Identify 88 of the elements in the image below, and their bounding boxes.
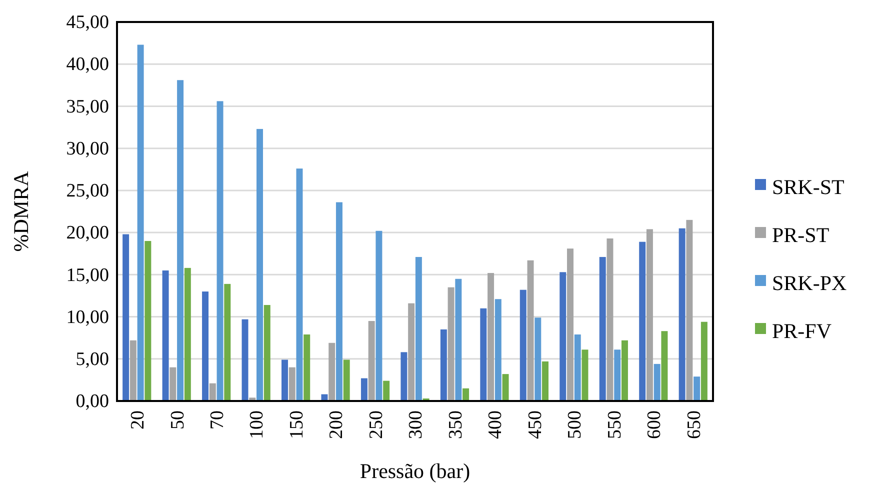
bar — [224, 284, 231, 401]
bar — [694, 376, 700, 401]
y-tick-label: 20,00 — [66, 222, 109, 244]
bar — [360, 378, 368, 401]
bar — [599, 256, 606, 401]
x-tick-label: 350 — [445, 410, 466, 439]
bar — [130, 340, 136, 401]
bar — [678, 228, 686, 401]
bar — [408, 303, 415, 401]
y-tick-label: 15,00 — [66, 264, 109, 286]
bar — [162, 270, 169, 401]
y-tick-label: 40,00 — [66, 54, 109, 76]
y-tick-label: 10,00 — [66, 306, 109, 328]
bar — [686, 220, 693, 401]
bar — [170, 367, 176, 401]
bar — [383, 380, 390, 401]
bar — [368, 320, 375, 401]
bar — [567, 248, 574, 401]
y-tick-label: 45,00 — [66, 12, 109, 34]
x-tick-label: 100 — [246, 410, 268, 439]
bar — [400, 352, 408, 401]
legend-label: SRK-PX — [772, 270, 847, 295]
x-tick-label: 50 — [167, 410, 188, 430]
bar — [639, 242, 646, 401]
bar — [415, 256, 422, 401]
bar — [281, 360, 288, 401]
bar — [209, 383, 216, 401]
bar — [560, 272, 566, 401]
bar — [574, 334, 581, 401]
bar — [480, 308, 487, 401]
x-tick-label: 550 — [604, 410, 626, 439]
bar — [542, 361, 549, 401]
bar — [582, 350, 588, 401]
bar — [494, 299, 502, 401]
bar — [488, 272, 494, 401]
bar — [264, 304, 270, 401]
bar — [520, 290, 526, 401]
bar — [343, 360, 350, 401]
bar — [256, 128, 263, 401]
bar — [448, 287, 454, 401]
legend-label: PR-ST — [772, 222, 830, 247]
bar — [242, 319, 248, 401]
bar — [288, 367, 296, 401]
bar — [202, 292, 209, 401]
bar — [654, 364, 660, 401]
bar — [144, 240, 152, 401]
bar — [606, 238, 614, 401]
bar — [440, 329, 447, 401]
y-tick-label: 0,00 — [76, 391, 109, 412]
bar — [177, 80, 184, 401]
bar — [336, 202, 342, 401]
y-tick-label: 25,00 — [66, 180, 109, 202]
x-tick-label: 150 — [286, 410, 308, 439]
bar — [661, 331, 668, 401]
x-tick-label: 70 — [206, 410, 228, 430]
legend-label: PR-FV — [772, 318, 832, 343]
bar — [646, 229, 653, 401]
x-tick-label: 600 — [644, 410, 666, 439]
x-axis-title: Pressão (bar) — [360, 459, 470, 483]
y-tick-label: 5,00 — [76, 348, 109, 370]
bar — [455, 278, 462, 401]
x-tick-label: 200 — [326, 410, 348, 439]
bar — [614, 350, 621, 401]
bar — [137, 44, 144, 401]
bar — [376, 230, 382, 401]
y-tick-label: 30,00 — [66, 138, 109, 160]
y-tick-label: 35,00 — [66, 96, 109, 118]
x-tick-label: 20 — [128, 410, 149, 430]
bar — [462, 388, 470, 401]
x-tick-label: 500 — [564, 410, 586, 439]
legend-label: SRK-ST — [772, 174, 845, 199]
bar — [304, 334, 310, 401]
bar — [534, 318, 542, 401]
y-axis-title: %DMRA — [9, 170, 33, 252]
x-tick-label: 400 — [485, 410, 506, 439]
bar — [502, 374, 509, 401]
bar — [216, 101, 224, 401]
bar — [122, 234, 130, 401]
x-tick-label: 450 — [524, 410, 546, 439]
bar — [621, 340, 628, 401]
bar — [700, 322, 708, 401]
bar — [328, 342, 336, 401]
bar — [296, 168, 303, 401]
x-tick-label: 250 — [366, 410, 387, 439]
bar — [527, 260, 534, 401]
bar — [184, 268, 191, 401]
x-tick-label: 300 — [406, 410, 427, 439]
x-tick-label: 650 — [684, 410, 705, 439]
